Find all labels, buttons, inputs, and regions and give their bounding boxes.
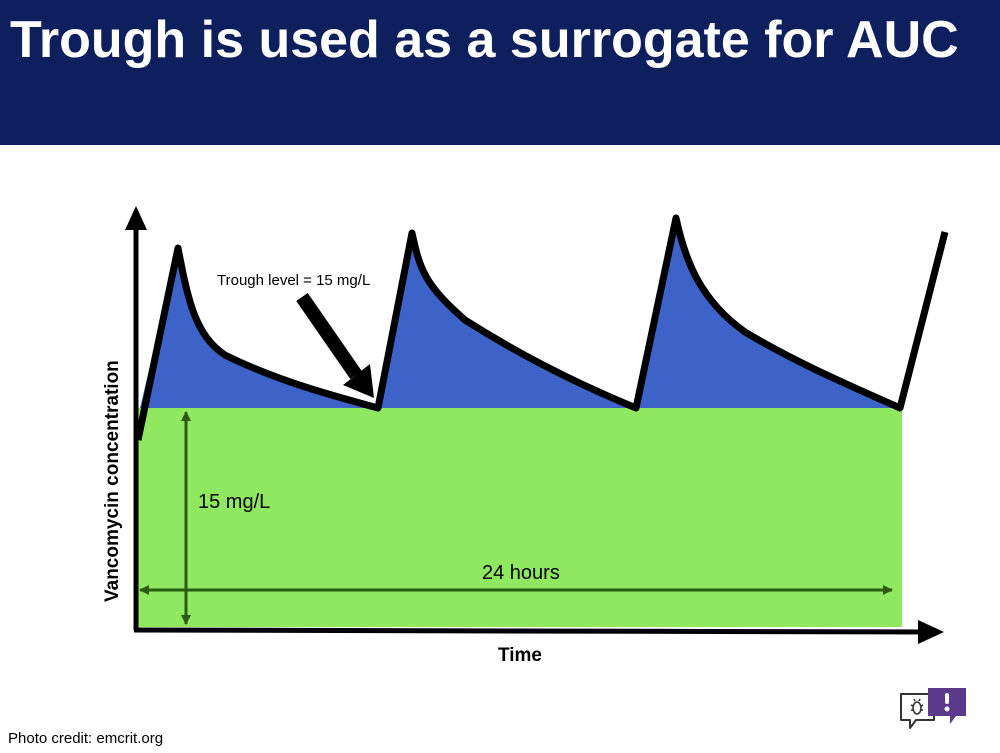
bug-icon [910,698,924,715]
y-axis-label: Vancomycin concentration [102,360,123,602]
trough-value-label: 15 mg/L [198,491,270,513]
x-axis [133,620,944,644]
photo-credit: Photo credit: emcrit.org [8,730,164,747]
peak-area [140,218,900,408]
trough-area [138,408,902,627]
slide-title: Trough is used as a surrogate for AUC [10,11,959,69]
interval-label: 24 hours [482,562,560,584]
annotation-label: Trough level = 15 mg/L [217,272,370,289]
y-axis [125,206,147,630]
concentration-curve [134,214,949,441]
info-icon [928,688,966,724]
emcrit-logo [900,688,966,729]
x-axis-label: Time [498,645,542,666]
trough-pointer-arrow [296,293,374,398]
title-bar: Trough is used as a surrogate for AUC [0,0,1000,145]
